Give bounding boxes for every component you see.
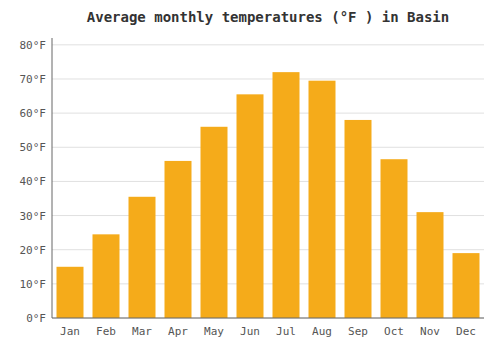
bar [345, 120, 372, 318]
chart: Average monthly temperatures (°F ) in Ba… [0, 0, 500, 350]
bars [57, 72, 480, 318]
y-tick-label: 0°F [26, 312, 46, 325]
bar [129, 197, 156, 318]
grid-line [52, 181, 484, 182]
y-tick-label: 20°F [20, 244, 47, 257]
x-tick-label: Jan [60, 325, 80, 338]
x-tick-label: Dec [456, 325, 476, 338]
grid-line [52, 318, 484, 319]
y-tick-labels: 0°F 10°F 20°F 30°F 40°F 50°F 60°F 70°F 80°F [20, 39, 47, 325]
bar [273, 72, 300, 318]
x-tick-label: Aug [312, 325, 332, 338]
y-tick-label: 40°F [20, 175, 47, 188]
x-tick-label: Apr [168, 325, 188, 338]
bar [165, 161, 192, 318]
x-tick-label: Feb [96, 325, 116, 338]
x-tick-labels: Jan Feb Mar Apr May Jun Jul Aug Sep Oct Nov Dec [60, 325, 476, 338]
y-tick-label: 80°F [20, 39, 47, 52]
x-tick-label: May [204, 325, 224, 338]
title: Average monthly temperatures (°F ) in Ba… [87, 9, 449, 25]
bar [237, 94, 264, 318]
x-axis-line [52, 318, 484, 319]
grid-line [52, 147, 484, 148]
bar [381, 159, 408, 318]
y-tick-label: 50°F [20, 141, 47, 154]
bar [93, 234, 120, 318]
grid-line [52, 113, 484, 114]
chart-container: Average monthly temperatures (°F ) in Ba… [0, 0, 500, 350]
y-grid [52, 45, 484, 318]
grid-line [52, 78, 484, 79]
x-tick-label: Jun [240, 325, 260, 338]
bar [309, 81, 336, 318]
x-tick-label: Jul [276, 325, 296, 338]
y-axis-line [52, 38, 53, 318]
bar [417, 212, 444, 318]
bar [201, 127, 228, 318]
y-tick-label: 10°F [20, 278, 47, 291]
x-tick-label: Mar [132, 325, 152, 338]
x-tick-label: Nov [420, 325, 440, 338]
x-tick-label: Oct [384, 325, 404, 338]
y-tick-label: 30°F [20, 210, 47, 223]
y-tick-label: 70°F [20, 73, 47, 86]
y-tick-label: 60°F [20, 107, 47, 120]
bar [453, 253, 480, 318]
grid-line [52, 44, 484, 45]
x-tick-label: Sep [348, 325, 368, 338]
bar [57, 267, 84, 318]
